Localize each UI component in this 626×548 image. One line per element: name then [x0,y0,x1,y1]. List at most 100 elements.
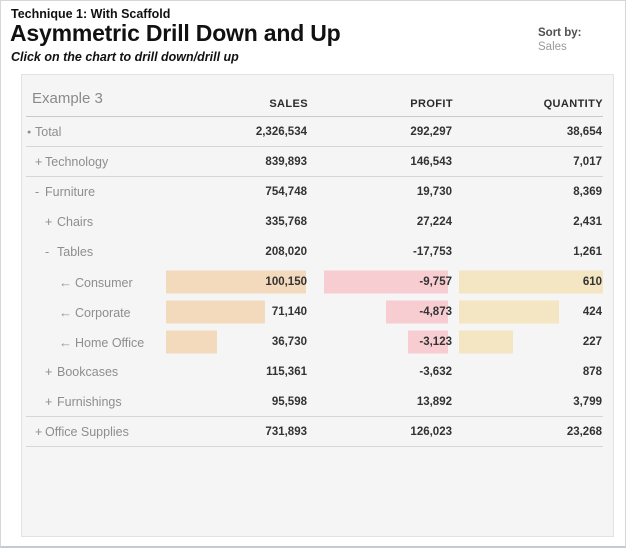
cell-quantity: 23,268 [459,417,603,447]
cell-profit: -4,873 [324,297,453,327]
row-label: + Bookcases [26,365,166,379]
table-row[interactable]: + Chairs 335,768 27,224 2,431 [26,207,603,237]
profit-value: -9,757 [419,276,452,288]
row-label-text: Furnishings [57,394,122,409]
page-title: Asymmetric Drill Down and Up [10,20,341,46]
cell-profit: 146,543 [324,147,453,177]
row-label: + Office Supplies [26,425,166,439]
cell-sales: 839,893 [166,147,308,177]
sales-value: 115,361 [266,366,307,378]
row-label: - Tables [26,245,166,259]
row-label: + Furnishings [26,395,166,409]
table-row[interactable]: ● Total 2,326,534 292,297 38,654 [26,117,603,147]
row-label-text: Home Office [75,335,145,350]
expand-plus-icon: + [45,394,53,409]
sales-bar [166,300,265,324]
table-row[interactable]: ← Consumer 100,150 -9,757 610 [26,267,603,297]
cell-sales: 95,598 [166,387,308,417]
row-label-text: Corporate [75,305,131,320]
cell-sales: 71,140 [166,297,308,327]
expand-plus-icon: + [35,154,43,169]
cell-sales: 208,020 [166,237,308,267]
instruction-text: Click on the chart to drill down/drill u… [11,50,239,64]
cell-quantity: 227 [459,327,603,357]
row-label: ● Total [26,125,166,139]
sort-by-label: Sort by: [538,27,582,39]
quantity-value: 7,017 [573,155,602,168]
drill-up-arrow-icon: ← [59,334,72,350]
sales-value: 208,020 [265,246,307,258]
profit-value: -3,123 [419,336,452,348]
drill-up-arrow-icon: ← [59,274,72,290]
profit-value: 146,543 [410,155,452,168]
sort-by-value: Sales [538,41,567,53]
sales-value: 2,326,534 [255,125,307,138]
profit-bar [408,330,448,354]
cell-profit: -17,753 [324,237,453,267]
row-label: + Technology [26,155,166,169]
row-label-text: Total [35,124,62,139]
cell-sales: 335,768 [166,207,308,237]
cell-quantity: 610 [459,267,603,297]
table-row[interactable]: + Technology 839,893 146,543 7,017 [26,147,603,177]
quantity-value: 1,261 [573,246,602,258]
profit-value: 19,730 [416,186,452,198]
quantity-value: 2,431 [573,216,602,228]
sales-value: 71,140 [271,306,307,318]
cell-sales: 115,361 [166,357,308,387]
technique-label: Technique 1: With Scaffold [11,7,171,21]
profit-value: 126,023 [410,425,452,438]
cell-quantity: 7,017 [459,147,603,177]
row-label-text: Consumer [75,275,133,290]
cell-quantity: 878 [459,357,603,387]
cell-profit: 292,297 [324,117,453,147]
column-header-profit: PROFIT [410,98,453,110]
profit-value: -4,873 [419,306,452,318]
cell-quantity: 38,654 [459,117,603,147]
sales-bar [166,330,217,354]
cell-sales: 754,748 [166,177,308,207]
table-row[interactable]: + Furnishings 95,598 13,892 3,799 [26,387,603,417]
cell-profit: 19,730 [324,177,453,207]
row-label: ← Consumer [26,275,166,290]
cell-profit: -3,632 [324,357,453,387]
cell-profit: 126,023 [324,417,453,447]
quantity-value: 424 [582,306,602,318]
table-row[interactable]: + Office Supplies 731,893 126,023 23,268 [26,417,603,447]
table-row[interactable]: - Tables 208,020 -17,753 1,261 [26,237,603,267]
row-label-text: Bookcases [57,365,119,379]
cell-profit: -3,123 [324,327,453,357]
cell-quantity: 3,799 [459,387,603,417]
quantity-value: 3,799 [573,395,602,408]
table-row[interactable]: ← Home Office 36,730 -3,123 227 [26,327,603,357]
expand-plus-icon: + [45,365,53,379]
row-label: ← Home Office [26,335,166,350]
quantity-bar [459,300,559,324]
cell-quantity: 1,261 [459,237,603,267]
table-row[interactable]: + Bookcases 115,361 -3,632 878 [26,357,603,387]
row-label-text: Tables [57,245,94,259]
table-header: Example 3 SALES PROFIT QUANTITY [26,75,603,117]
cell-sales: 731,893 [166,417,308,447]
profit-bar [324,270,448,294]
table-row[interactable]: - Furniture 754,748 19,730 8,369 [26,177,603,207]
profit-value: 27,224 [416,216,452,228]
column-header-quantity: QUANTITY [543,98,603,110]
sales-value: 731,893 [265,425,307,438]
quantity-value: 227 [582,336,602,348]
quantity-bar [459,330,513,354]
table-row[interactable]: ← Corporate 71,140 -4,873 424 [26,297,603,327]
expand-plus-icon: + [45,215,53,229]
profit-value: 13,892 [416,395,452,408]
drill-up-arrow-icon: ← [59,304,72,320]
profit-bar [386,300,448,324]
sales-value: 100,150 [265,276,307,288]
cell-sales: 2,326,534 [166,117,308,147]
sort-by: Sort by: Sales [538,26,581,54]
table-rows: ● Total 2,326,534 292,297 38,654 + Technology 8… [26,117,603,447]
cell-profit: 27,224 [324,207,453,237]
quantity-value: 8,369 [573,186,602,198]
quantity-value: 38,654 [566,125,602,138]
row-label-text: Technology [45,154,109,169]
